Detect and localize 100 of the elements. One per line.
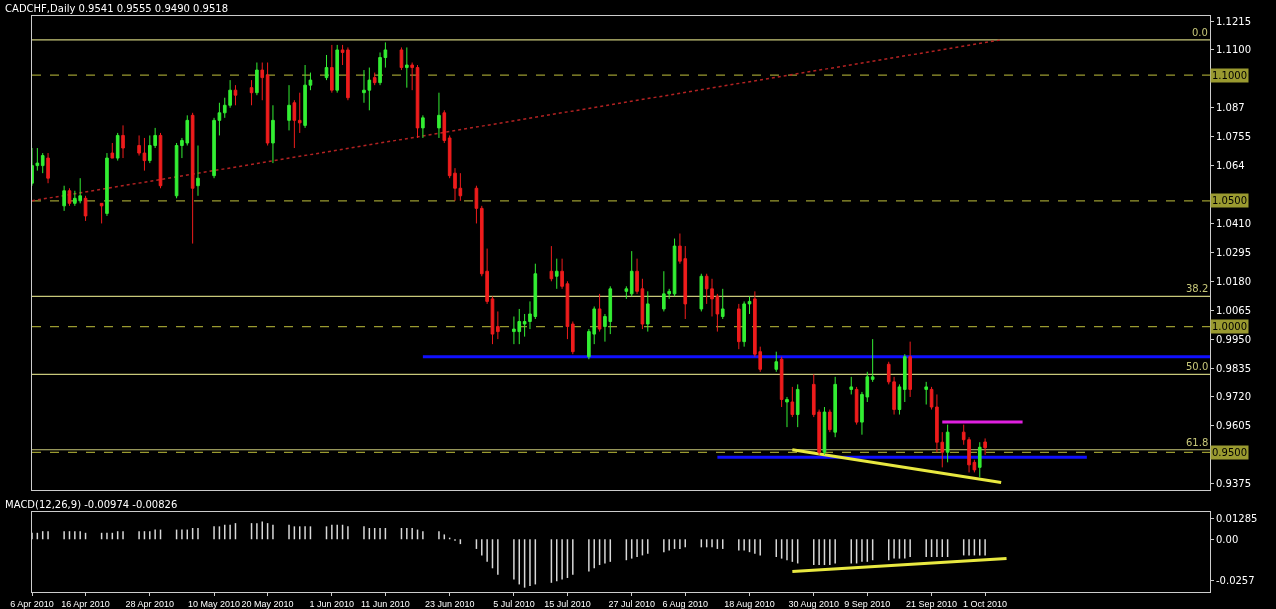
candlestick bbox=[233, 84, 238, 106]
candlestick bbox=[115, 132, 120, 162]
y-tick-label: 0.9835 bbox=[1216, 362, 1251, 374]
y-tick-label: 1.1215 bbox=[1216, 15, 1251, 27]
candlestick bbox=[645, 290, 650, 333]
x-tick-label: 20 May 2010 bbox=[241, 598, 294, 609]
candlestick bbox=[902, 353, 907, 403]
y-tick-label: 0.9720 bbox=[1216, 391, 1251, 403]
y-tick-label: 1.064 bbox=[1216, 160, 1245, 172]
candlestick bbox=[196, 145, 200, 197]
candlestick bbox=[46, 152, 50, 184]
candlestick bbox=[908, 341, 912, 398]
y-tick-label: 1.0180 bbox=[1216, 275, 1251, 287]
candlestick bbox=[624, 285, 629, 300]
candlestick bbox=[945, 424, 950, 463]
x-tick-label: 30 Aug 2010 bbox=[788, 598, 840, 609]
y-tick-label: 0.9605 bbox=[1216, 420, 1251, 432]
candlestick bbox=[549, 245, 554, 282]
candlestick bbox=[437, 92, 441, 139]
candlestick bbox=[292, 99, 297, 149]
x-tick-label: 16 Apr 2010 bbox=[61, 598, 110, 609]
candlestick bbox=[554, 258, 559, 290]
candlestick bbox=[833, 376, 837, 438]
y-tick-label: -0.0257 bbox=[1216, 575, 1255, 587]
candlestick bbox=[372, 72, 377, 86]
candlestick bbox=[571, 321, 575, 355]
candlestick bbox=[110, 142, 115, 159]
x-tick-label: 21 Sep 2010 bbox=[906, 598, 958, 609]
candlestick bbox=[297, 92, 302, 134]
y-tick-label: 1.087 bbox=[1216, 102, 1245, 114]
candlestick bbox=[99, 202, 104, 224]
candlestick bbox=[330, 44, 334, 94]
candlestick bbox=[699, 273, 704, 312]
y-tick-label: 0.00 bbox=[1216, 533, 1239, 545]
y-tick-label: 1.0065 bbox=[1216, 304, 1251, 316]
x-tick-label: 6 Aug 2010 bbox=[662, 598, 709, 609]
candlestick bbox=[924, 381, 929, 405]
x-tick-label: 9 Sep 2010 bbox=[844, 598, 891, 609]
annotation: 0.0 bbox=[1192, 27, 1208, 38]
x-tick-label: 10 May 2010 bbox=[188, 598, 241, 609]
y-tick-label: 0.9375 bbox=[1216, 478, 1251, 490]
chart-title: CADCHF,Daily 0.9541 0.9555 0.9490 0.9518 bbox=[5, 2, 229, 14]
annotation: 38.2 bbox=[1186, 283, 1209, 294]
y-tick-label: 0.9950 bbox=[1216, 333, 1251, 345]
y-tick-label: 0.01285 bbox=[1216, 513, 1258, 525]
candlestick bbox=[720, 288, 725, 320]
annotation: 61.8 bbox=[1186, 437, 1209, 448]
ref-line-label: 1.0000 bbox=[1212, 321, 1247, 332]
candlestick bbox=[287, 84, 291, 131]
candlestick bbox=[854, 386, 859, 426]
candlestick bbox=[421, 114, 425, 139]
y-tick-label: 1.0755 bbox=[1216, 131, 1251, 143]
candlestick bbox=[496, 310, 500, 340]
candlestick bbox=[828, 409, 832, 433]
y-tick-label: 1.0295 bbox=[1216, 246, 1251, 258]
candlestick bbox=[324, 54, 329, 81]
x-tick-label: 1 Oct 2010 bbox=[963, 598, 1008, 609]
candlestick bbox=[255, 62, 259, 96]
candlestick bbox=[774, 351, 779, 373]
candlestick bbox=[779, 356, 784, 408]
candlestick bbox=[83, 195, 88, 222]
candlestick bbox=[785, 396, 789, 428]
candlestick bbox=[790, 386, 795, 418]
candlestick bbox=[849, 376, 854, 395]
ref-line-label: 1.1000 bbox=[1212, 70, 1247, 81]
candlestick bbox=[105, 152, 109, 217]
candlestick bbox=[897, 383, 902, 416]
annotation: 50.0 bbox=[1186, 361, 1209, 372]
y-tick-label: 1.0410 bbox=[1216, 217, 1251, 229]
candlestick bbox=[629, 250, 634, 297]
chart-title: MACD(12,26,9) -0.00974 -0.00826 bbox=[5, 498, 178, 510]
ref-line-label: 0.9500 bbox=[1212, 447, 1247, 458]
candlestick bbox=[870, 338, 875, 383]
candlestick bbox=[121, 124, 125, 159]
candlestick bbox=[62, 185, 66, 212]
y-tick-label: 1.1100 bbox=[1216, 44, 1251, 56]
candlestick bbox=[795, 383, 800, 428]
candlestick bbox=[597, 293, 602, 333]
x-tick-label: 28 Apr 2010 bbox=[125, 598, 175, 609]
candlestick bbox=[405, 46, 409, 89]
x-tick-label: 18 Aug 2010 bbox=[724, 598, 775, 609]
candlestick bbox=[742, 300, 746, 348]
x-tick-label: 15 Jul 2010 bbox=[544, 598, 591, 609]
x-tick-label: 11 Jun 2010 bbox=[360, 598, 410, 609]
candlestick bbox=[335, 44, 340, 94]
candlestick bbox=[736, 303, 741, 350]
x-tick-label: 23 Jun 2010 bbox=[424, 598, 475, 609]
x-tick-label: 1 Jun 2010 bbox=[309, 598, 355, 609]
candlestick bbox=[260, 62, 265, 101]
candlestick bbox=[249, 79, 254, 106]
candlestick bbox=[40, 152, 45, 174]
candlestick bbox=[983, 437, 987, 456]
candlestick bbox=[474, 185, 479, 224]
candlestick bbox=[271, 104, 275, 164]
x-tick-label: 5 Jul 2010 bbox=[493, 598, 535, 609]
candlestick bbox=[265, 62, 270, 146]
x-tick-label: 6 Apr 2010 bbox=[10, 598, 54, 609]
candlestick bbox=[442, 109, 447, 144]
x-tick-label: 27 Jul 2010 bbox=[608, 598, 655, 609]
candlestick bbox=[977, 441, 982, 478]
